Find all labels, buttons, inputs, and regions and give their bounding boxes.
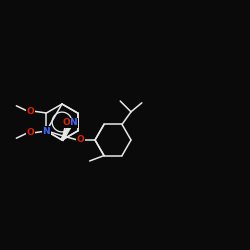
Text: O: O <box>77 136 84 144</box>
Text: N: N <box>42 126 50 136</box>
Text: O: O <box>27 128 35 137</box>
Text: O: O <box>63 118 70 128</box>
Text: N: N <box>69 118 77 128</box>
Text: O: O <box>27 107 35 116</box>
